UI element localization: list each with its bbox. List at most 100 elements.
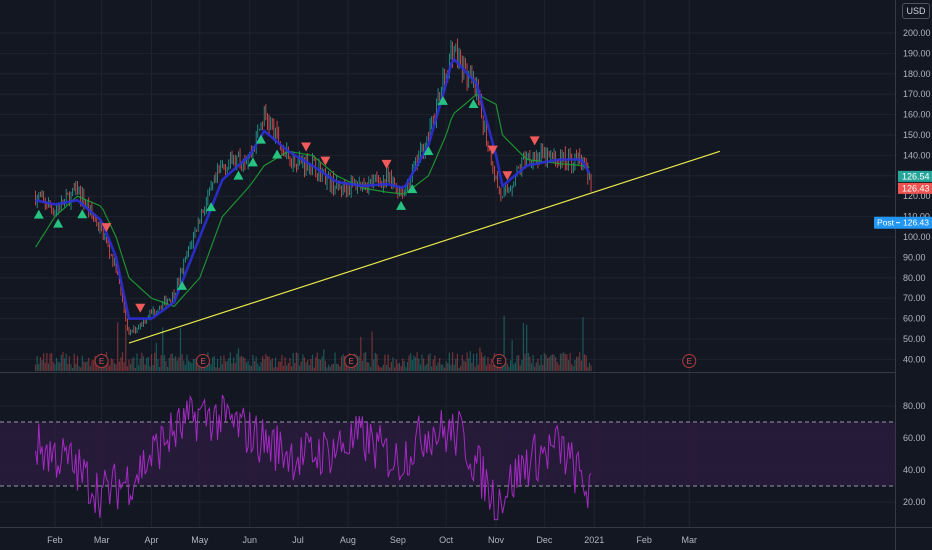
earnings-marker[interactable]: [94, 354, 109, 368]
earnings-marker[interactable]: [682, 354, 697, 368]
volume-bar: [147, 356, 149, 371]
volume-bar: [184, 364, 186, 371]
volume-bar: [75, 363, 77, 371]
volume-bar: [289, 358, 291, 371]
volume-bar: [239, 356, 241, 371]
volume-bar: [205, 366, 207, 371]
volume-bar: [361, 360, 364, 371]
time-tick-label: Apr: [145, 535, 159, 545]
volume-bar: [575, 356, 578, 371]
time-tick-label: Dec: [536, 535, 553, 545]
volume-bar: [582, 317, 584, 371]
current-price-tag: [898, 182, 932, 194]
post-market-tag[interactable]: [874, 216, 932, 229]
volume-bar: [434, 355, 436, 371]
rsi-band: [0, 422, 895, 486]
volume-bar: [121, 352, 124, 371]
rsi-pane[interactable]: [0, 394, 895, 521]
volume-bar: [363, 352, 365, 371]
time-tick-label: Oct: [439, 535, 454, 545]
buy-signal-marker: [233, 170, 244, 180]
price-tick-label: 100.00: [903, 232, 931, 242]
volume-bar: [472, 353, 475, 371]
volume-bar: [431, 366, 433, 371]
earnings-marker[interactable]: [196, 354, 211, 368]
volume-bar: [368, 362, 370, 371]
volume-bar: [113, 362, 116, 371]
volume-bar: [157, 359, 159, 371]
volume-bar: [382, 364, 384, 371]
earnings-marker[interactable]: [344, 354, 359, 368]
currency-badge[interactable]: USD: [902, 3, 930, 19]
volume-bar: [371, 331, 373, 371]
volume-bar: [572, 366, 574, 371]
earnings-marker[interactable]: [492, 354, 507, 368]
support-trendline[interactable]: [128, 150, 721, 344]
volume-bar: [212, 357, 214, 371]
volume-bar: [216, 358, 219, 371]
volume-bar: [176, 360, 178, 371]
volume-bar: [369, 367, 372, 371]
volume-bar: [89, 365, 91, 371]
volume-bar: [183, 360, 185, 371]
volume-bar: [577, 356, 579, 371]
volume-bar: [109, 365, 111, 371]
price-tick-label: 40.00: [903, 354, 926, 364]
buy-signal-marker: [423, 146, 434, 155]
volume-bar: [88, 357, 90, 371]
volume-bar: [468, 358, 470, 371]
volume-bar: [564, 353, 566, 371]
volume-bar: [138, 365, 140, 371]
volume-bar: [223, 355, 225, 371]
volume-bar: [394, 367, 396, 371]
volume-bar: [373, 359, 375, 371]
volume-bar: [68, 356, 70, 371]
price-tick-label: 120.00: [903, 191, 931, 201]
volume-bar: [548, 357, 550, 371]
volume-bar: [440, 364, 442, 371]
volume-bar: [398, 362, 401, 371]
volume-bar: [508, 366, 510, 371]
volume-bar: [517, 355, 520, 371]
volume-bar: [303, 357, 306, 371]
buy-signal-marker: [407, 184, 418, 194]
volume-bar: [503, 315, 505, 371]
price-tick-label: 190.00: [903, 48, 931, 58]
volume-bar: [60, 354, 62, 371]
post-market-label: Post: [877, 218, 895, 228]
volume-bar: [62, 352, 64, 371]
volume-bar: [588, 362, 591, 371]
volume-bar: [49, 353, 51, 371]
volume-bar: [47, 363, 50, 371]
volume-bar: [464, 361, 467, 371]
volume-bar: [295, 352, 298, 371]
volume-bar: [339, 366, 341, 371]
volume-bar: [463, 360, 465, 371]
volume-bar: [226, 361, 228, 371]
volume-bar: [257, 363, 259, 371]
time-tick-label: Nov: [488, 535, 505, 545]
volume-bar: [546, 358, 549, 371]
volume-bar: [290, 366, 293, 371]
volume-bar: [390, 362, 392, 371]
time-tick-label: Aug: [340, 535, 356, 545]
volume-bar: [574, 360, 576, 371]
volume-bar: [453, 364, 455, 371]
axes: 200.00 190.00 180.00 170.00 160.00 150.00 140.…: [47, 28, 932, 545]
volume-bar: [120, 357, 122, 371]
volume-bar: [36, 355, 38, 371]
volume-bar: [260, 362, 262, 371]
volume-bar: [287, 363, 289, 371]
rsi-tick-label: 40.00: [903, 465, 926, 475]
sell-signal-marker: [381, 159, 392, 169]
price-tick-label: 110.00: [903, 212, 930, 222]
volume-bar: [506, 363, 508, 371]
fast-moving-average-line: [35, 57, 591, 320]
volume-bar: [144, 364, 146, 371]
volume-bar: [194, 358, 196, 371]
volume-bar: [229, 352, 231, 371]
volume-bar: [561, 353, 563, 371]
earnings-marker-label: E: [687, 357, 692, 366]
